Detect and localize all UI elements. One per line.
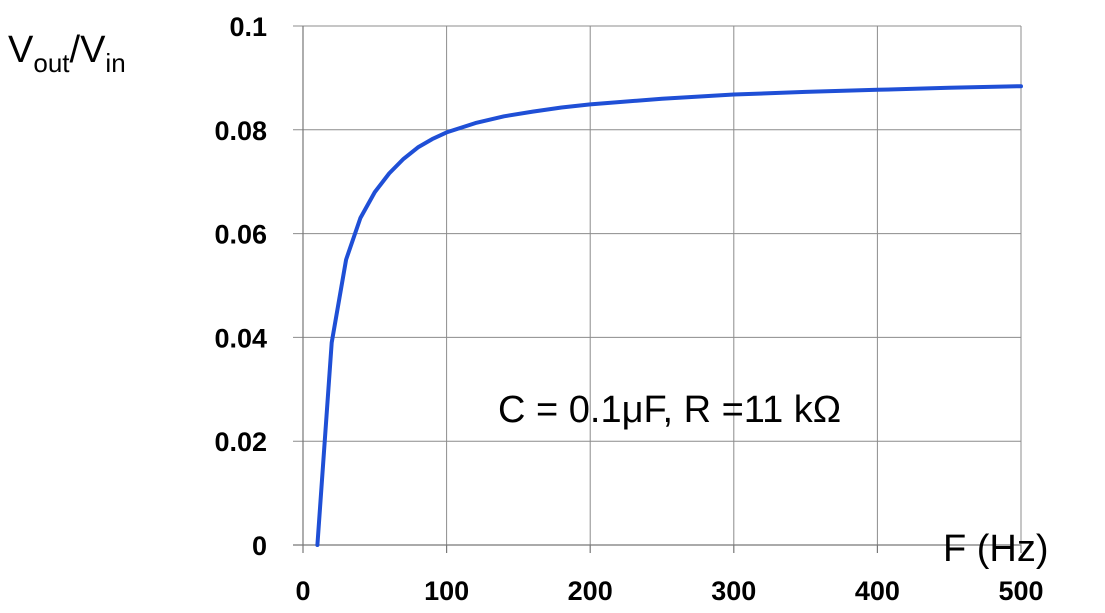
x-tick-labels: 0 100 200 300 400 500	[295, 576, 1043, 606]
y-tick-label: 0.04	[214, 323, 267, 353]
y-axis-label: Vout/Vin	[8, 29, 126, 78]
series	[315, 84, 1023, 547]
y-tick-label: 0.1	[229, 12, 267, 42]
y-axis-label-sub: out	[33, 48, 70, 78]
x-tick-label: 300	[711, 576, 756, 606]
x-tick-label: 200	[568, 576, 613, 606]
x-tick-label: 500	[998, 576, 1043, 606]
y-axis-label-sub2: in	[105, 48, 125, 78]
grid	[293, 25, 1022, 545]
annotation: C = 0.1μF, R =11 kΩ	[498, 389, 841, 431]
x-tick-label: 400	[855, 576, 900, 606]
x-tick-label: 0	[295, 576, 310, 606]
series-line	[315, 84, 1023, 547]
x-tick-label: 100	[424, 576, 469, 606]
y-tick-labels: 0 0.02 0.04 0.06 0.08 0.1	[214, 12, 267, 561]
y-tick-label: 0.08	[214, 116, 267, 146]
y-tick-label: 0.06	[214, 220, 267, 250]
y-axis-label-main: V	[8, 29, 34, 71]
y-axis-label-sep: /V	[70, 29, 107, 71]
y-tick-label: 0	[252, 531, 267, 561]
axes	[293, 26, 1022, 553]
y-tick-label: 0.02	[214, 427, 267, 457]
x-axis-label: F (Hz)	[943, 528, 1049, 570]
